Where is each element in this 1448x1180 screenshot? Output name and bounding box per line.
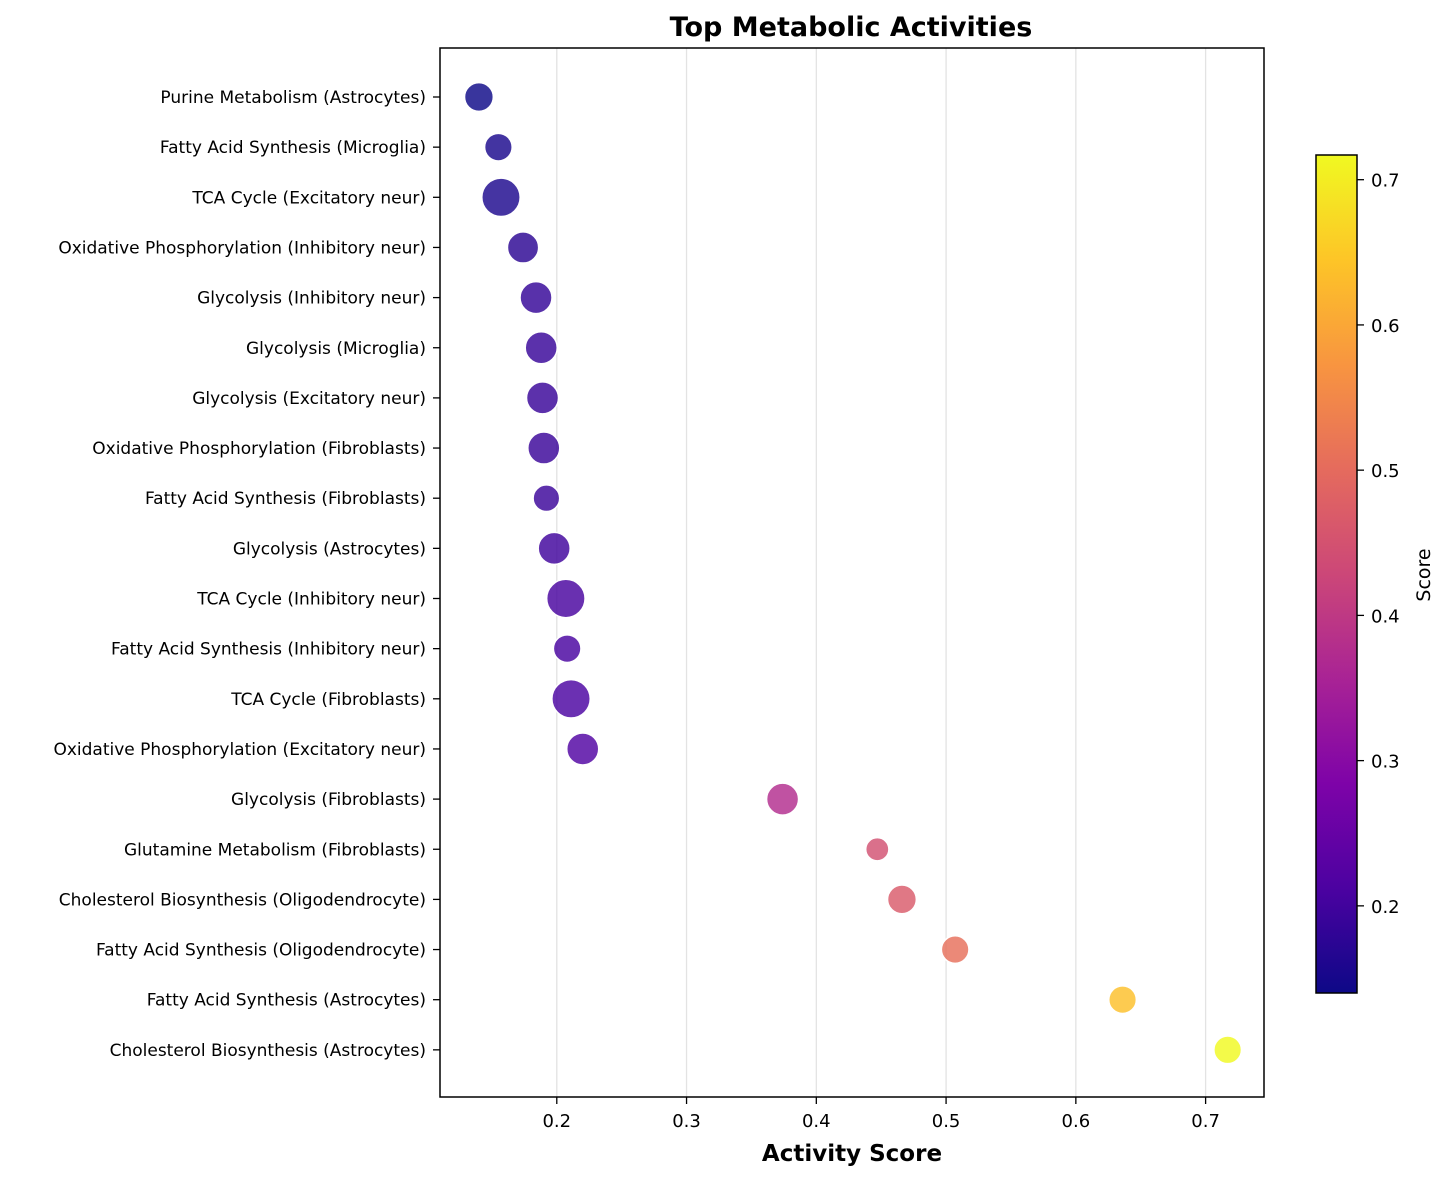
x-tick-label: 0.3 [672, 1111, 701, 1132]
colorbar-ticks: 0.2 0.3 0.4 0.5 0.6 0.7 [1357, 171, 1400, 918]
y-tick-label: Purine Metabolism (Astrocytes) [160, 88, 426, 108]
x-tick-label: 0.5 [932, 1111, 961, 1132]
colorbar-title: Score [1413, 548, 1435, 601]
data-point [765, 782, 800, 816]
data-point [519, 280, 553, 315]
y-tick-label: Fatty Acid Synthesis (Fibroblasts) [145, 489, 426, 509]
colorbar-tick-label: 0.2 [1371, 897, 1400, 918]
y-tick-label: Glycolysis (Astrocytes) [233, 539, 426, 559]
colorbar-tick-label: 0.5 [1371, 461, 1400, 482]
data-point [524, 331, 558, 365]
x-gridlines [556, 48, 1207, 1097]
data-point [481, 177, 521, 218]
y-tick-label: Fatty Acid Synthesis (Oligodendrocyte) [96, 941, 426, 961]
data-point [483, 132, 513, 162]
x-tick-label: 0.7 [1191, 1111, 1220, 1132]
data-point [1213, 1035, 1243, 1065]
y-tick-label: Glycolysis (Microglia) [246, 339, 426, 359]
colorbar-tick-label: 0.4 [1371, 606, 1400, 627]
data-point [532, 484, 561, 513]
data-point [552, 634, 582, 664]
y-tick-label: Fatty Acid Synthesis (Microglia) [160, 138, 426, 158]
data-point [940, 935, 970, 965]
x-axis-ticks: 0.2 0.3 0.4 0.5 0.6 0.7 [542, 1097, 1220, 1132]
y-tick-label: Cholesterol Biosynthesis (Astrocytes) [110, 1041, 426, 1061]
y-tick-label: Oxidative Phosphorylation (Fibroblasts) [92, 439, 426, 459]
x-tick-label: 0.6 [1062, 1111, 1091, 1132]
data-points [463, 81, 1243, 1065]
plot-frame [439, 47, 1265, 1098]
y-tick-label: TCA Cycle (Excitatory neur) [191, 188, 426, 208]
y-tick-label: Cholesterol Biosynthesis (Oligodendrocyt… [59, 890, 426, 910]
y-tick-label: Glycolysis (Inhibitory neur) [197, 289, 426, 309]
data-point [886, 884, 918, 915]
data-point [537, 531, 571, 566]
y-tick-label: Oxidative Phosphorylation (Inhibitory ne… [58, 238, 426, 258]
colorbar-gradient [1315, 154, 1358, 994]
data-point [565, 732, 600, 766]
colorbar-tick-label: 0.3 [1371, 752, 1400, 773]
chart-title: Top Metabolic Activities [670, 12, 1033, 43]
x-tick-label: 0.4 [802, 1111, 831, 1132]
data-point [551, 678, 592, 719]
y-tick-label: Glycolysis (Fibroblasts) [231, 790, 426, 810]
x-tick-label: 0.2 [542, 1111, 571, 1132]
data-point [463, 81, 495, 113]
y-tick-label: Fatty Acid Synthesis (Inhibitory neur) [111, 640, 426, 660]
y-tick-label: Oxidative Phosphorylation (Excitatory ne… [53, 740, 426, 760]
y-axis-ticks: Purine Metabolism (Astrocytes) Fatty Acid… [53, 88, 440, 1061]
y-tick-label: TCA Cycle (Inhibitory neur) [196, 590, 426, 610]
colorbar-tick-label: 0.6 [1371, 316, 1400, 337]
colorbar: 0.2 0.3 0.4 0.5 0.6 0.7 Score [1315, 154, 1435, 994]
data-point [864, 836, 890, 862]
y-tick-label: Glutamine Metabolism (Fibroblasts) [124, 840, 426, 860]
data-point [1108, 985, 1138, 1015]
data-point [506, 231, 540, 264]
colorbar-tick-label: 0.7 [1371, 171, 1400, 192]
data-point [525, 381, 560, 415]
y-tick-label: Glycolysis (Excitatory neur) [192, 389, 426, 409]
x-axis-title: Activity Score [762, 1141, 942, 1167]
y-tick-label: Fatty Acid Synthesis (Astrocytes) [147, 991, 426, 1011]
data-point [527, 431, 561, 465]
data-point [545, 578, 586, 619]
y-tick-label: TCA Cycle (Fibroblasts) [230, 690, 426, 710]
